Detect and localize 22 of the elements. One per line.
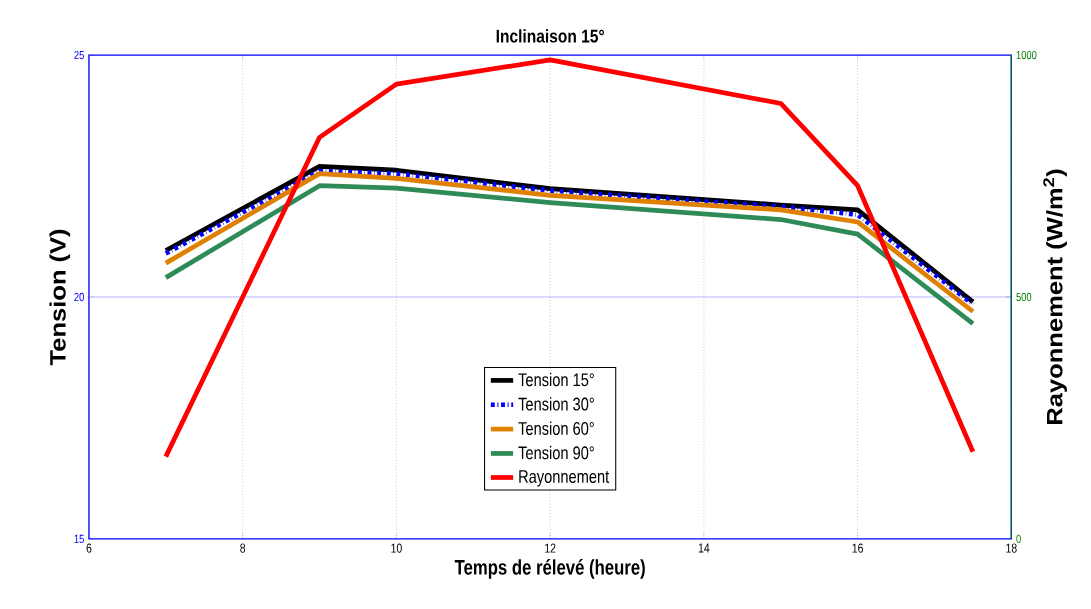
y-tick-label: 25 bbox=[74, 51, 84, 60]
x-tick-label: 6 bbox=[86, 543, 92, 553]
chart-title: Inclinaison 15° bbox=[496, 29, 604, 43]
x-tick-label: 18 bbox=[1006, 543, 1017, 553]
y2-tick-label: 0 bbox=[1016, 534, 1021, 544]
legend-label: Rayonnement bbox=[519, 470, 610, 487]
x-tick-label: 14 bbox=[698, 543, 710, 553]
legend-label: Tension 60° bbox=[518, 421, 594, 436]
legend-label: Tension 30° bbox=[518, 397, 594, 411]
y-axis-title: Tension (V) bbox=[49, 229, 71, 366]
legend-label: Tension 90° bbox=[518, 445, 594, 460]
x-axis-title: Temps de rélevé (heure) bbox=[454, 559, 645, 579]
x-tick-label: 12 bbox=[545, 543, 556, 553]
y2-tick-label: 1000 bbox=[1016, 51, 1037, 60]
y2-axis-title: Rayonnement (W/m$^{2}$) bbox=[1043, 169, 1067, 425]
y-tick-label: 20 bbox=[74, 292, 84, 302]
x-tick-label: 16 bbox=[852, 543, 863, 553]
x-tick-label: 8 bbox=[240, 543, 246, 553]
legend-label: Tension 15° bbox=[518, 372, 594, 387]
y-tick-label: 15 bbox=[74, 534, 84, 544]
y2-tick-label: 500 bbox=[1016, 292, 1032, 302]
x-tick-label: 10 bbox=[391, 543, 402, 553]
